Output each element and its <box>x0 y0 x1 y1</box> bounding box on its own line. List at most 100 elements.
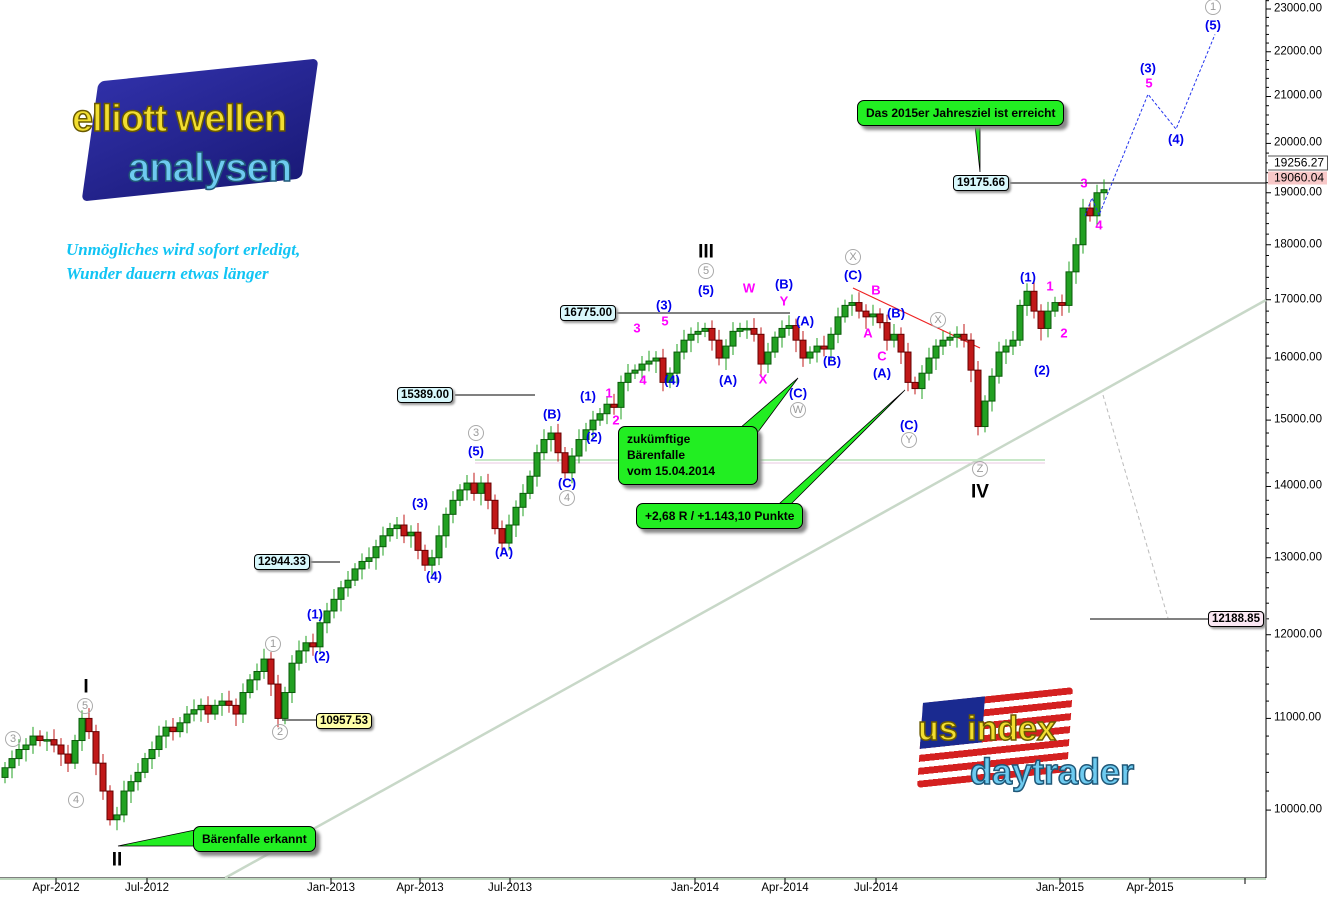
candle-up <box>316 622 324 648</box>
wave-label-roman: III <box>698 241 714 263</box>
candle-up <box>442 513 450 537</box>
candle-up <box>281 692 289 719</box>
wave-label-blue: (5) <box>468 443 484 459</box>
candle-up <box>736 327 744 332</box>
logo2-line2: daytrader <box>969 751 1135 792</box>
candle-up <box>176 722 184 733</box>
wave-label-magenta: A <box>863 325 873 341</box>
candle-up <box>1044 310 1052 329</box>
candle-down <box>876 313 884 324</box>
x-tick-label: Apr-2013 <box>396 882 444 894</box>
candle-up <box>295 650 303 664</box>
candle-up <box>211 704 219 715</box>
wave-label-magenta: 4 <box>639 372 647 388</box>
candle-down <box>967 339 975 371</box>
wave-label-blue: (3) <box>1140 60 1156 76</box>
candle-down <box>897 333 905 353</box>
callout-text: zukümftige Bärenfalle <box>627 432 691 463</box>
wave-label-magenta: 3 <box>633 320 641 336</box>
candle-up <box>841 304 849 318</box>
candle-up <box>946 336 954 341</box>
candle-down <box>820 345 828 350</box>
candle-down <box>400 524 408 537</box>
candle-down <box>1030 290 1038 312</box>
wave-label-magenta: C <box>877 348 887 364</box>
candle-down <box>554 432 562 454</box>
candle-up <box>134 771 142 783</box>
wave-label-magenta: B <box>871 282 881 298</box>
y-tick-label: 20000.00 <box>1274 136 1322 149</box>
candle-up <box>71 740 79 764</box>
candle-up <box>1079 207 1087 246</box>
candle-up <box>729 330 737 347</box>
candle-down <box>267 658 275 685</box>
forecast-path <box>1084 34 1216 217</box>
price-box: 12188.85 <box>1208 611 1264 627</box>
forecast-line <box>1084 34 1216 217</box>
candle-up <box>393 524 401 530</box>
candle-down <box>36 735 44 742</box>
candle-down <box>232 704 240 715</box>
candle-up <box>890 333 898 341</box>
wave-label-circled: 4 <box>68 792 84 808</box>
candle-up <box>260 658 268 672</box>
candle-up <box>8 758 16 769</box>
x-tick-label: Apr-2012 <box>32 882 80 894</box>
candle-up <box>526 475 534 494</box>
candle-up <box>568 455 576 474</box>
y-tick-label: 13000.00 <box>1274 551 1322 564</box>
candle-up <box>533 452 541 477</box>
candle-up <box>995 351 1003 377</box>
x-tick-label: Jul-2012 <box>124 882 170 894</box>
candle-up <box>246 679 254 694</box>
candle-up <box>953 333 961 338</box>
wave-label-blue: (3) <box>656 297 672 313</box>
candle-up <box>519 492 527 508</box>
y-tick-label: 16000.00 <box>1274 351 1322 364</box>
candle-up <box>477 482 485 494</box>
candle-up <box>596 413 604 421</box>
candle-up <box>386 528 394 537</box>
wave-label-blue: (B) <box>774 276 794 292</box>
candle-up <box>680 339 688 353</box>
candle-up <box>1051 302 1059 312</box>
wave-label-circled: 5 <box>77 698 93 714</box>
candle-up <box>183 713 191 724</box>
x-tick-label: Apr-2015 <box>1126 882 1174 894</box>
candle-up <box>778 327 786 338</box>
candle-up <box>575 439 583 457</box>
candle-down <box>491 499 499 530</box>
candle-down <box>85 717 93 733</box>
wave-label-circled: X <box>845 249 861 265</box>
callout-pointer <box>974 124 981 173</box>
candle-up <box>981 400 989 428</box>
wave-label-blue: (A) <box>872 365 892 381</box>
dashed-target-line <box>1102 394 1169 619</box>
candle-up <box>1072 244 1080 273</box>
candle-up <box>162 726 170 737</box>
candle-down <box>1086 207 1094 217</box>
callout-text: Bärenfalle erkannt <box>202 832 307 846</box>
candle-up <box>869 313 877 318</box>
candle-down <box>169 726 177 733</box>
candle-up <box>15 749 23 760</box>
candle-down <box>498 528 506 544</box>
wave-label-blue: (3) <box>412 495 428 511</box>
wave-label-blue: (2) <box>1034 362 1050 378</box>
candle-up <box>743 327 751 331</box>
candle-up <box>337 587 345 600</box>
candle-up <box>652 357 660 362</box>
wave-label-blue: (2) <box>586 429 602 445</box>
motto-line2: Wunder dauern etwas länger <box>66 264 269 283</box>
candle-up <box>827 333 835 350</box>
candle-down <box>421 549 429 566</box>
price-box: 16775.00 <box>560 305 616 321</box>
wave-label-blue: (A) <box>795 313 815 329</box>
candle-up <box>771 336 779 353</box>
candle-down <box>904 351 912 383</box>
candle-up <box>638 363 646 371</box>
candle-down <box>1058 302 1066 306</box>
callout-text: Das 2015er Jahresziel ist erreicht <box>866 106 1056 120</box>
wave-label-blue: (5) <box>1205 17 1221 33</box>
price-box: 10957.53 <box>316 713 372 729</box>
